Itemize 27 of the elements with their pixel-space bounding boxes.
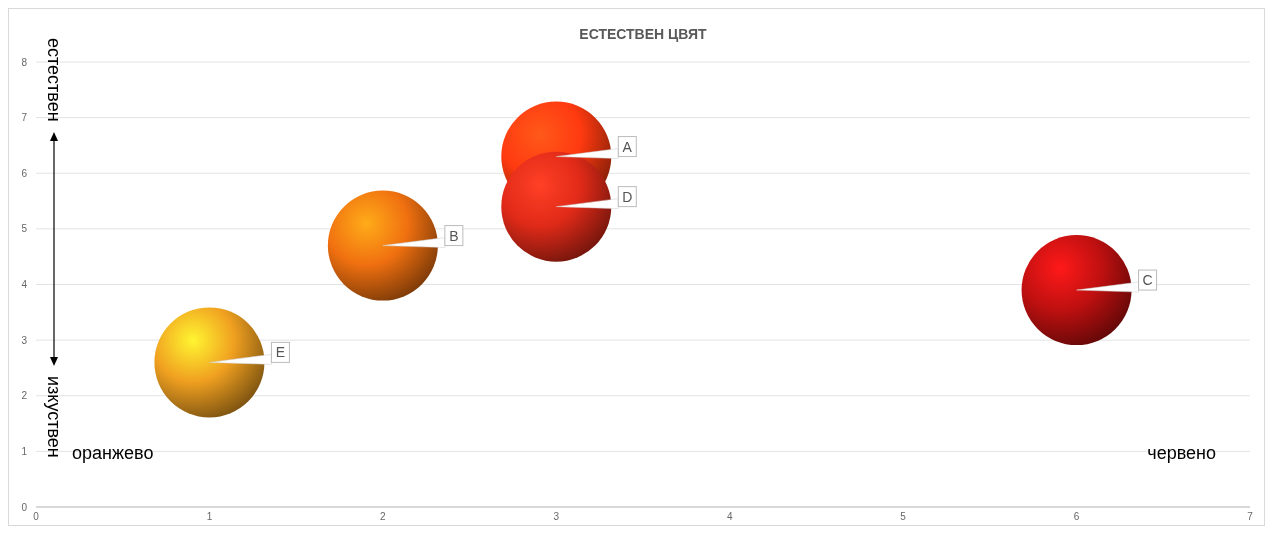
x-tick-label: 0 <box>33 511 40 522</box>
chart-title: ЕСТЕСТВЕН ЦВЯТ <box>579 26 708 42</box>
annotation: изкуствен <box>44 376 64 458</box>
annotation: червено <box>1147 443 1216 463</box>
y-tick-label: 7 <box>21 112 28 124</box>
y-tick-label: 0 <box>21 501 28 513</box>
annotation: оранжево <box>72 443 154 463</box>
x-tick-label: 3 <box>553 511 560 522</box>
annotation: C <box>1142 272 1153 289</box>
x-tick-label: 6 <box>1073 511 1080 522</box>
annotation: естествен <box>44 38 64 122</box>
y-tick-label: 5 <box>21 223 28 235</box>
y-tick-label: 8 <box>21 56 28 68</box>
annotation: E <box>275 344 286 361</box>
x-tick-label: 2 <box>380 511 387 522</box>
x-tick-label: 5 <box>900 511 907 522</box>
y-tick-label: 1 <box>21 445 28 457</box>
x-tick-label: 4 <box>726 511 733 522</box>
x-tick-label: 7 <box>1247 511 1254 522</box>
x-tick-label: 1 <box>206 511 213 522</box>
annotation: D <box>622 188 633 205</box>
y-tick-label: 4 <box>21 279 28 290</box>
annotation: B <box>449 227 459 244</box>
y-tick-label: 2 <box>21 390 28 402</box>
y-tick-label: 3 <box>21 334 28 346</box>
y-tick-label: 6 <box>21 167 28 179</box>
annotation: A <box>622 138 633 155</box>
